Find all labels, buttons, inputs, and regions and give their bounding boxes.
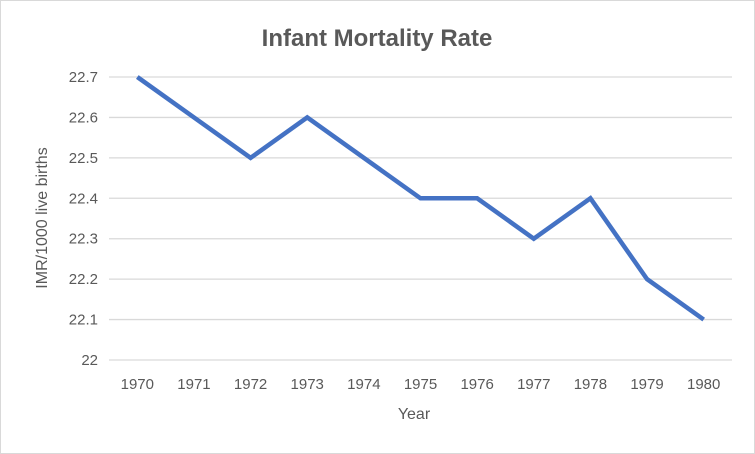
x-tick-label: 1976 xyxy=(460,376,493,393)
x-tick-label: 1978 xyxy=(574,376,607,393)
x-axis-label: Year xyxy=(398,406,431,423)
y-tick-label: 22.7 xyxy=(69,69,98,86)
y-tick-label: 22.6 xyxy=(69,109,98,126)
x-tick-label: 1974 xyxy=(347,376,380,393)
y-tick-label: 22.3 xyxy=(69,231,98,248)
y-tick-label: 22.1 xyxy=(69,312,98,329)
x-tick-label: 1979 xyxy=(630,376,663,393)
chart-title: Infant Mortality Rate xyxy=(262,25,493,52)
x-tick-label: 1975 xyxy=(404,376,437,393)
x-tick-label: 1980 xyxy=(687,376,720,393)
y-tick-label: 22.4 xyxy=(69,190,98,207)
y-tick-label: 22.2 xyxy=(69,271,98,288)
y-axis-label: IMR/1000 live births xyxy=(34,147,51,288)
x-tick-label: 1973 xyxy=(291,376,324,393)
y-tick-label: 22.5 xyxy=(69,150,98,167)
x-tick-label: 1977 xyxy=(517,376,550,393)
x-tick-label: 1971 xyxy=(177,376,210,393)
y-tick-label: 22 xyxy=(81,352,98,369)
x-tick-label: 1970 xyxy=(121,376,154,393)
x-tick-label: 1972 xyxy=(234,376,267,393)
